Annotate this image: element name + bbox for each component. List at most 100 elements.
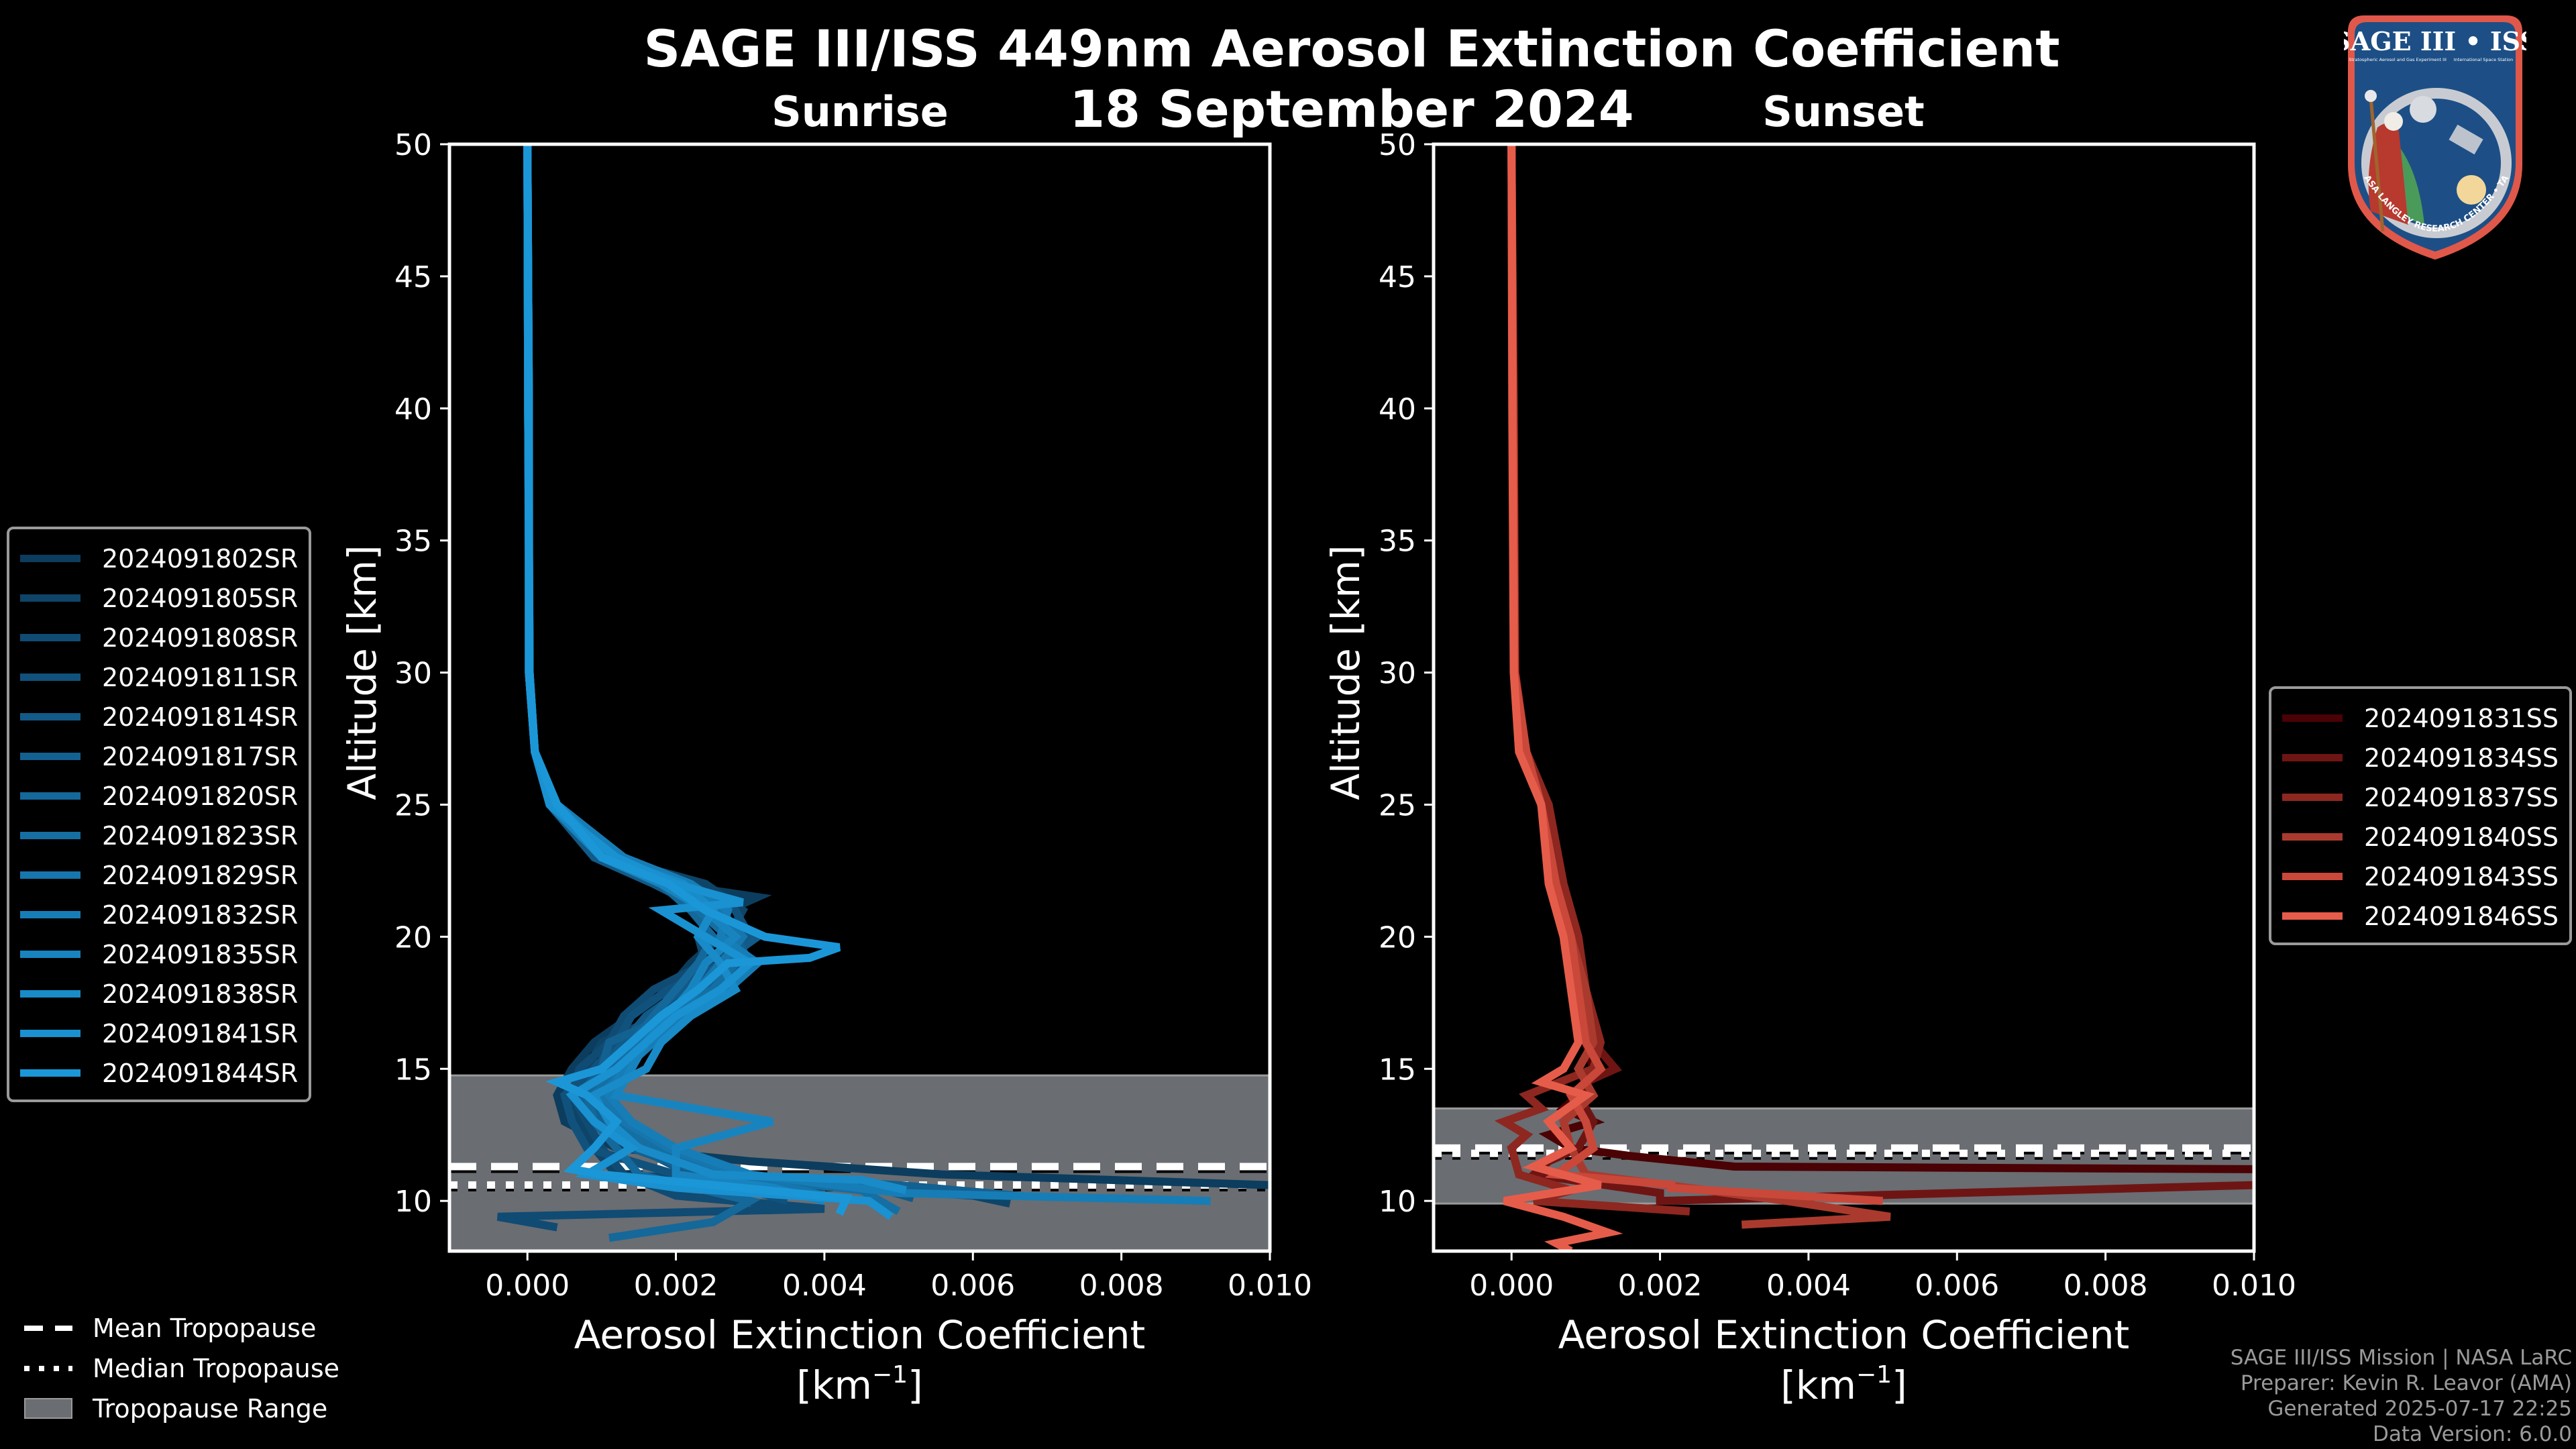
sunset-ytick-label: 40	[1379, 392, 1416, 427]
range-swatch-icon	[24, 1398, 72, 1419]
sunset-xaxis-label: Aerosol Extinction Coefficient	[1558, 1312, 2130, 1358]
legend-item: 2024091834SS	[2282, 738, 2559, 777]
legend-item: 2024091817SR	[20, 737, 298, 776]
legend-swatch	[20, 634, 80, 641]
legend-item: 2024091838SR	[20, 974, 298, 1014]
chart-title: SAGE III/ISS 449nm Aerosol Extinction Co…	[643, 19, 2060, 78]
sunrise-ytick-label: 50	[394, 128, 432, 162]
sunset-ytick-label: 25	[1379, 788, 1416, 822]
sunrise-ytick-label: 45	[394, 260, 432, 294]
legend-swatch	[20, 871, 80, 879]
credits-generated: Generated 2025-07-17 22:25	[2267, 1397, 2572, 1421]
credits-mission: SAGE III/ISS Mission | NASA LaRC	[2230, 1346, 2572, 1370]
series-line-2024091805SR	[523, 144, 1011, 1208]
sunrise-xtick-label: 0.010	[1228, 1269, 1312, 1303]
legend-item: 2024091832SR	[20, 895, 298, 934]
sunset-legend: 2024091831SS 2024091834SS 2024091837SS 2024…	[2269, 686, 2573, 945]
legend-item: 2024091840SS	[2282, 817, 2559, 857]
legend-item-median-tropopause: Median Tropopause	[20, 1348, 339, 1389]
legend-label: Mean Tropopause	[93, 1313, 317, 1343]
legend-item-tropopause-range: Tropopause Range	[20, 1389, 339, 1429]
legend-swatch	[2282, 714, 2343, 722]
logo-title: SAGE III • ISS	[2344, 26, 2526, 56]
sunset-axes-frame	[1432, 142, 2256, 1253]
legend-swatch	[20, 832, 80, 839]
sunrise-axes-frame	[447, 142, 1272, 1253]
legend-swatch	[20, 911, 80, 918]
legend-item: 2024091837SS	[2282, 777, 2559, 817]
sunrise-legend: 2024091802SR 2024091805SR 2024091808SR 2024…	[7, 527, 312, 1102]
sunrise-ytick-label: 25	[394, 788, 432, 822]
legend-swatch	[2282, 833, 2343, 841]
sunrise-xtick-label: 0.002	[634, 1269, 718, 1303]
legend-swatch	[2282, 754, 2343, 761]
legend-label: 2024091837SS	[2364, 782, 2559, 812]
sunrise-ytick-label: 10	[394, 1185, 432, 1219]
sage-iii-iss-mission-patch-icon: SAGE III • ISS Stratospheric Aerosol and…	[2344, 10, 2526, 260]
series-line-2024091831SS	[1507, 144, 2254, 1173]
sunrise-xtick-label: 0.004	[782, 1269, 867, 1303]
legend-item: 2024091808SR	[20, 618, 298, 657]
legend-label: 2024091802SR	[102, 543, 299, 574]
sunset-ytick-label: 30	[1379, 657, 1416, 691]
series-line-2024091843SS	[1507, 144, 1883, 1205]
legend-item: 2024091814SR	[20, 697, 298, 737]
sunrise-xtick-label: 0.000	[485, 1269, 570, 1303]
legend-swatch	[20, 594, 80, 602]
series-line-2024091846SS	[1503, 144, 1623, 1251]
sunrise-ytick-label: 15	[394, 1053, 432, 1087]
dashed-line-icon	[24, 1326, 72, 1331]
sunrise-xtick-label: 0.006	[930, 1269, 1015, 1303]
legend-item: 2024091802SR	[20, 539, 298, 578]
credits-data-version: Data Version: 6.0.0	[2372, 1422, 2572, 1446]
legend-swatch	[20, 753, 80, 760]
sunset-ytick-label: 10	[1379, 1185, 1416, 1219]
legend-swatch	[2282, 794, 2343, 801]
legend-swatch	[2282, 873, 2343, 880]
sunset-ytick-label: 35	[1379, 525, 1416, 559]
sunset-ytick-label: 45	[1379, 260, 1416, 294]
legend-label: Median Tropopause	[93, 1354, 339, 1383]
series-line-2024091808SR	[496, 144, 825, 1232]
sunset-ytick-label: 15	[1379, 1053, 1416, 1087]
sunset-xtick-label: 0.010	[2212, 1269, 2296, 1303]
sunrise-ytick-label: 30	[394, 657, 432, 691]
legend-label: 2024091808SR	[102, 623, 299, 653]
legend-swatch	[20, 555, 80, 562]
sunrise-ytick-label: 40	[394, 392, 432, 427]
legend-swatch	[20, 1030, 80, 1037]
series-line-2024091814SR	[523, 144, 915, 1202]
sunset-xtick-label: 0.004	[1766, 1269, 1851, 1303]
sunset-ytick-label: 50	[1379, 128, 1416, 162]
credits-block: SAGE III/ISS Mission | NASA LaRC Prepare…	[2231, 1345, 2572, 1447]
legend-label: 2024091834SS	[2364, 743, 2559, 773]
legend-label: 2024091846SS	[2364, 901, 2559, 931]
sunrise-ytick-label: 20	[394, 920, 432, 955]
sunset-xtick-label: 0.000	[1469, 1269, 1554, 1303]
series-line-2024091829SR	[523, 144, 826, 1200]
series-line-2024091844SR	[523, 144, 853, 1216]
legend-label: 2024091840SS	[2364, 822, 2559, 852]
sunrise-plot: 10 15 20 25 30 35 40 45 50 0.000 0.002 0.004 0.006 0.…	[339, 128, 1312, 1408]
sunset-yaxis-label: Altitude [km]	[1323, 545, 1368, 800]
sunrise-xtick-label: 0.008	[1079, 1269, 1164, 1303]
sunset-xtick-label: 0.006	[1915, 1269, 1999, 1303]
legend-swatch	[20, 674, 80, 681]
sunrise-xaxis-units: [km−1]	[796, 1361, 922, 1408]
sunset-ytick-label: 20	[1379, 920, 1416, 955]
sunrise-ytick-label: 35	[394, 525, 432, 559]
series-line-2024091837SS	[1495, 144, 1690, 1216]
sunrise-xaxis-label: Aerosol Extinction Coefficient	[574, 1312, 1146, 1358]
sunrise-yaxis-label: Altitude [km]	[339, 545, 385, 800]
legend-item: 2024091805SR	[20, 578, 298, 618]
legend-label: 2024091811SR	[102, 662, 299, 692]
legend-label: 2024091814SR	[102, 702, 299, 732]
legend-label: 2024091843SS	[2364, 861, 2559, 892]
chart-date: 18 September 2024	[1069, 79, 1634, 139]
legend-swatch	[20, 713, 80, 720]
legend-swatch	[20, 951, 80, 958]
sunset-xtick-label: 0.008	[2063, 1269, 2148, 1303]
legend-item: 2024091820SR	[20, 776, 298, 816]
legend-label: 2024091832SR	[102, 900, 299, 930]
legend-label: Tropopause Range	[93, 1394, 328, 1424]
